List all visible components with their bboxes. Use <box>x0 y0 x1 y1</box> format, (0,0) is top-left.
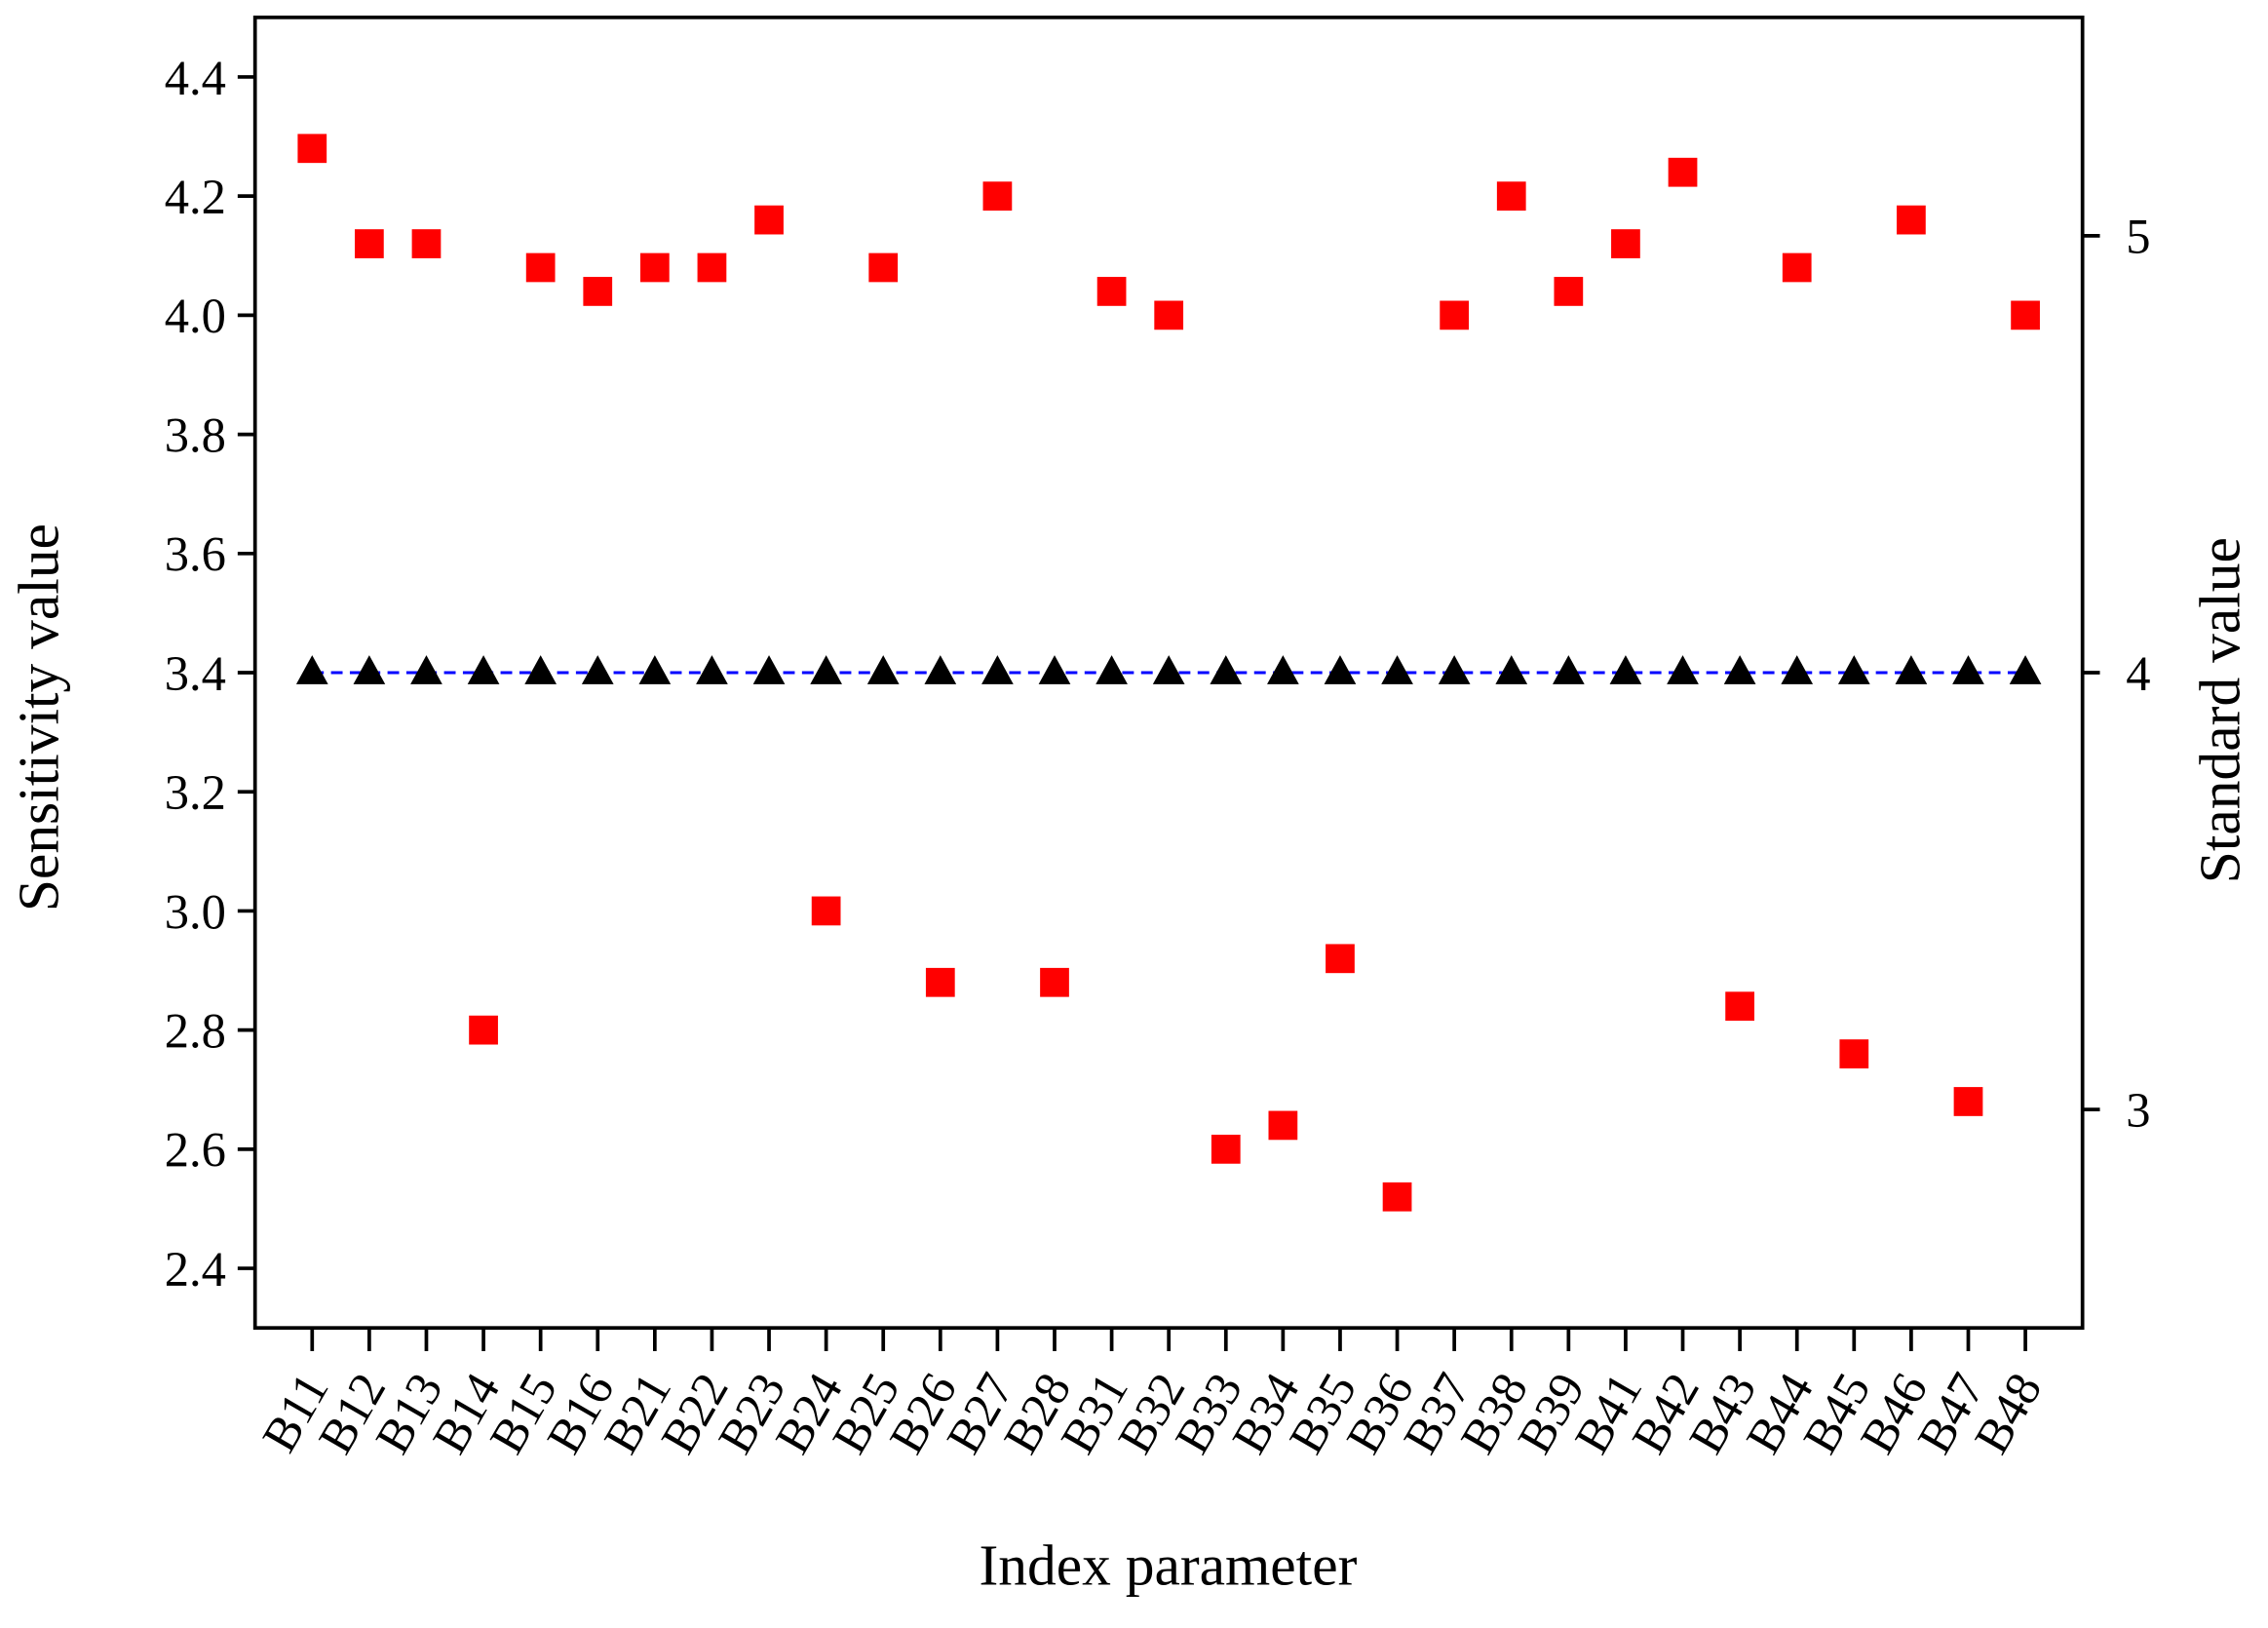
square-marker <box>1040 967 1069 997</box>
y-tick-label: 2.6 <box>165 1123 226 1178</box>
square-marker <box>2011 300 2040 330</box>
y-tick-label: 4.4 <box>165 51 226 105</box>
y-tick-label: 4.0 <box>165 289 226 343</box>
triangle-marker <box>410 655 442 684</box>
triangle-marker <box>1324 655 1357 684</box>
y-tick-label: 3.8 <box>165 407 226 462</box>
triangle-marker <box>981 655 1014 684</box>
triangle-marker <box>2009 655 2042 684</box>
square-marker <box>1725 991 1754 1022</box>
triangle-marker <box>1495 655 1528 684</box>
triangle-marker <box>295 655 328 684</box>
square-marker <box>583 277 613 306</box>
triangle-marker <box>638 655 672 684</box>
square-marker <box>1839 1039 1869 1068</box>
triangle-marker <box>810 655 842 684</box>
triangle-marker <box>1096 655 1128 684</box>
y-tick-label: 2.8 <box>165 1003 226 1058</box>
y-tick-label: 4.2 <box>165 170 226 224</box>
square-marker <box>1326 944 1355 974</box>
triangle-marker <box>1152 655 1185 684</box>
square-marker <box>1154 300 1184 330</box>
square-marker <box>1782 252 1812 283</box>
triangle-marker <box>1723 655 1756 684</box>
y-tick-label: 3.4 <box>165 646 226 701</box>
triangle-marker <box>1952 655 1984 684</box>
triangle-marker <box>581 655 614 684</box>
triangle-marker <box>1381 655 1413 684</box>
triangle-marker <box>752 655 786 684</box>
square-marker <box>1554 277 1584 306</box>
triangle-marker <box>1837 655 1870 684</box>
y-tick-label: 3.2 <box>165 765 226 820</box>
triangle-marker <box>353 655 386 684</box>
y-tick-label: 3.0 <box>165 884 226 939</box>
square-marker <box>754 205 784 235</box>
triangle-marker <box>696 655 728 684</box>
square-marker <box>1440 300 1470 330</box>
triangle-marker <box>1210 655 1243 684</box>
x-tick-label: B48 <box>1964 1364 2053 1462</box>
y-tick-label: 3.6 <box>165 527 226 582</box>
square-marker <box>297 134 327 164</box>
square-marker <box>982 181 1013 212</box>
square-marker <box>1668 157 1698 187</box>
y-tick-label: 2.4 <box>165 1242 226 1297</box>
square-marker <box>469 1015 498 1045</box>
square-marker <box>697 252 727 283</box>
y2-tick-label: 3 <box>2126 1083 2150 1138</box>
square-marker <box>1268 1110 1298 1141</box>
square-marker <box>1897 205 1926 235</box>
square-marker <box>1211 1134 1241 1164</box>
triangle-marker <box>1609 655 1642 684</box>
y2-tick-label: 4 <box>2126 646 2150 701</box>
x-axis-label: Index parameter <box>979 1532 1357 1597</box>
triangle-marker <box>1667 655 1699 684</box>
triangle-marker <box>1038 655 1071 684</box>
square-marker <box>639 252 670 283</box>
triangle-marker <box>924 655 957 684</box>
square-marker <box>1496 181 1526 212</box>
y-axis-label: Sensitivity value <box>6 523 70 911</box>
triangle-marker <box>1781 655 1814 684</box>
square-marker <box>355 229 384 258</box>
triangle-marker <box>467 655 500 684</box>
triangle-marker <box>866 655 900 684</box>
triangle-marker <box>524 655 557 684</box>
square-marker <box>1096 277 1127 306</box>
y2-tick-label: 5 <box>2126 210 2150 264</box>
square-marker <box>1382 1182 1412 1212</box>
triangle-marker <box>1267 655 1299 684</box>
square-marker <box>868 252 899 283</box>
square-marker <box>1953 1087 1983 1116</box>
square-marker <box>525 252 556 283</box>
triangle-marker <box>1438 655 1471 684</box>
triangle-marker <box>1552 655 1585 684</box>
square-marker <box>925 967 955 997</box>
square-marker <box>411 229 442 258</box>
square-marker <box>1611 229 1640 258</box>
square-marker <box>811 896 841 926</box>
y2-axis-label: Standard value <box>2187 537 2251 883</box>
triangle-marker <box>1895 655 1928 684</box>
